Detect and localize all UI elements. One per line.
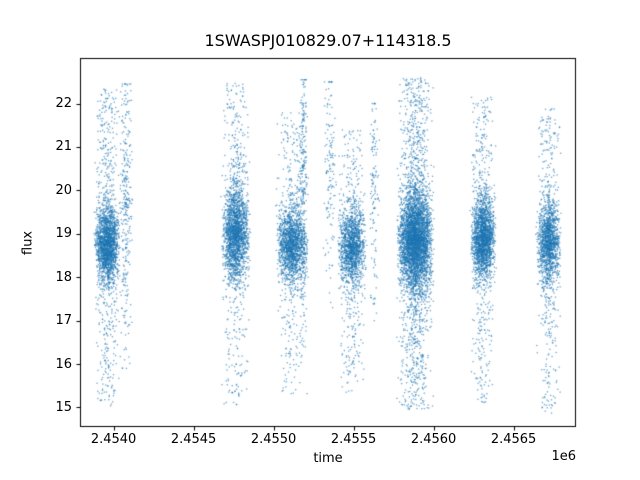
chart-title: 1SWASPJ010829.07+114318.5 bbox=[204, 31, 452, 50]
y-tick-label: 16 bbox=[55, 356, 72, 372]
x-tick-label: 2.4540 bbox=[90, 432, 137, 447]
y-tick-label: 22 bbox=[55, 96, 72, 112]
x-tick-label: 2.4555 bbox=[330, 432, 377, 447]
y-tick-label: 17 bbox=[55, 313, 72, 329]
x-axis-offset-label: 1e6 bbox=[551, 449, 576, 464]
y-tick-label: 21 bbox=[55, 139, 72, 155]
y-tick-label: 19 bbox=[55, 226, 72, 242]
y-tick-label: 20 bbox=[55, 182, 72, 198]
x-axis-label: time bbox=[313, 451, 343, 466]
y-tick-label: 15 bbox=[55, 399, 72, 415]
y-tick-label: 18 bbox=[55, 269, 72, 285]
x-tick-label: 2.4560 bbox=[410, 432, 457, 447]
x-tick-label: 2.4565 bbox=[490, 432, 537, 447]
x-tick-label: 2.4550 bbox=[250, 432, 297, 447]
x-tick-label: 2.4545 bbox=[170, 432, 217, 447]
